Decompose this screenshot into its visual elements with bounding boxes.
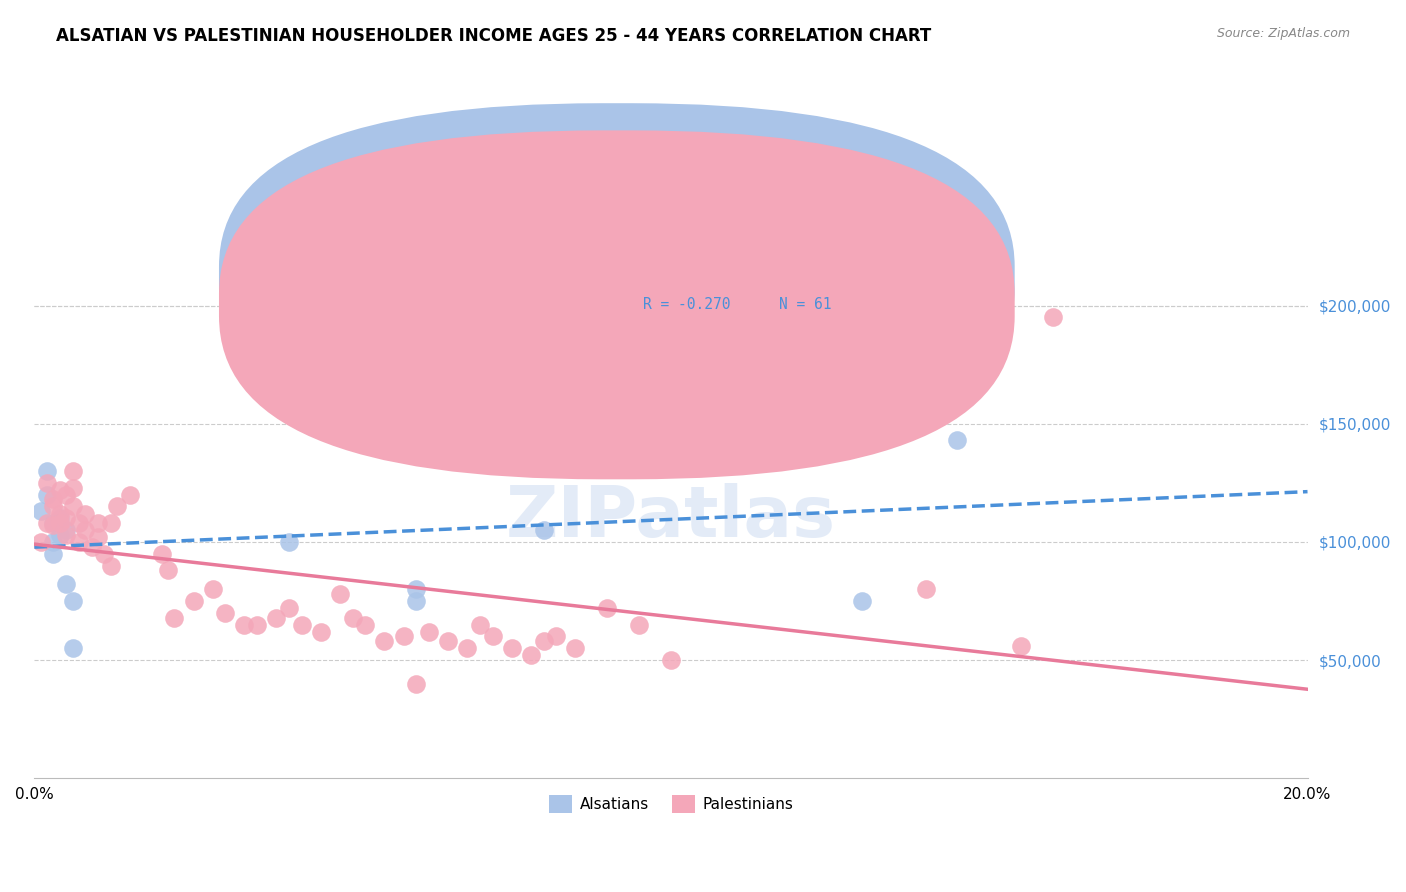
Point bbox=[49, 507, 72, 521]
Point bbox=[105, 500, 128, 514]
Point bbox=[405, 594, 427, 608]
Point bbox=[42, 535, 65, 549]
Point bbox=[405, 582, 427, 597]
Point bbox=[291, 617, 314, 632]
Point bbox=[55, 488, 77, 502]
Point bbox=[62, 481, 84, 495]
Point bbox=[214, 606, 236, 620]
Point bbox=[914, 582, 936, 597]
Point bbox=[354, 617, 377, 632]
Point bbox=[75, 523, 97, 537]
FancyBboxPatch shape bbox=[219, 130, 1015, 479]
Point bbox=[62, 464, 84, 478]
Text: R = -0.270: R = -0.270 bbox=[643, 297, 731, 312]
Point bbox=[546, 630, 568, 644]
Point bbox=[67, 516, 90, 530]
Point bbox=[100, 558, 122, 573]
Point bbox=[533, 523, 555, 537]
Point bbox=[30, 535, 52, 549]
Point bbox=[62, 500, 84, 514]
Point bbox=[150, 547, 173, 561]
Point bbox=[42, 492, 65, 507]
Point bbox=[55, 523, 77, 537]
Point bbox=[37, 488, 59, 502]
Point bbox=[468, 617, 491, 632]
Point bbox=[373, 634, 395, 648]
Point bbox=[946, 434, 969, 448]
Point bbox=[49, 516, 72, 530]
Point bbox=[157, 563, 180, 577]
Point bbox=[851, 594, 873, 608]
Point bbox=[564, 641, 586, 656]
Point bbox=[278, 535, 301, 549]
Text: N = 19: N = 19 bbox=[779, 269, 832, 284]
Point bbox=[37, 475, 59, 490]
Point bbox=[246, 617, 269, 632]
Point bbox=[30, 504, 52, 518]
Point bbox=[37, 464, 59, 478]
Point bbox=[87, 530, 110, 544]
Point bbox=[456, 641, 478, 656]
Point bbox=[418, 624, 440, 639]
Point bbox=[37, 516, 59, 530]
Text: N = 61: N = 61 bbox=[779, 297, 832, 312]
Point bbox=[42, 518, 65, 533]
Point bbox=[264, 610, 287, 624]
Point bbox=[329, 587, 352, 601]
Point bbox=[55, 577, 77, 591]
Point bbox=[67, 535, 90, 549]
Point bbox=[405, 676, 427, 690]
Point bbox=[49, 528, 72, 542]
Point bbox=[42, 516, 65, 530]
Point bbox=[163, 610, 186, 624]
Point bbox=[1042, 310, 1064, 325]
Point bbox=[100, 516, 122, 530]
Point bbox=[87, 516, 110, 530]
Point bbox=[93, 547, 115, 561]
Point bbox=[342, 610, 364, 624]
Point bbox=[596, 601, 619, 615]
Point bbox=[49, 511, 72, 525]
FancyBboxPatch shape bbox=[219, 103, 1015, 452]
Point bbox=[55, 511, 77, 525]
Point bbox=[80, 540, 103, 554]
Text: R =   0.163: R = 0.163 bbox=[643, 269, 740, 284]
Point bbox=[309, 624, 332, 639]
Point bbox=[659, 653, 682, 667]
Point bbox=[1010, 639, 1032, 653]
Point bbox=[75, 507, 97, 521]
Point bbox=[501, 641, 523, 656]
Point bbox=[520, 648, 543, 663]
Point bbox=[118, 488, 141, 502]
Point bbox=[201, 582, 224, 597]
Point bbox=[49, 483, 72, 497]
FancyBboxPatch shape bbox=[572, 253, 897, 330]
Point bbox=[62, 641, 84, 656]
Point bbox=[437, 634, 460, 648]
Point bbox=[233, 617, 256, 632]
Legend: Alsatians, Palestinians: Alsatians, Palestinians bbox=[543, 789, 799, 820]
Point bbox=[42, 500, 65, 514]
Point bbox=[55, 528, 77, 542]
Point bbox=[596, 393, 619, 408]
Point bbox=[533, 634, 555, 648]
Text: ALSATIAN VS PALESTINIAN HOUSEHOLDER INCOME AGES 25 - 44 YEARS CORRELATION CHART: ALSATIAN VS PALESTINIAN HOUSEHOLDER INCO… bbox=[56, 27, 932, 45]
Point bbox=[62, 594, 84, 608]
Point bbox=[628, 617, 651, 632]
Point bbox=[481, 630, 503, 644]
Text: Source: ZipAtlas.com: Source: ZipAtlas.com bbox=[1216, 27, 1350, 40]
Text: ZIPatlas: ZIPatlas bbox=[506, 483, 837, 552]
Point bbox=[278, 601, 301, 615]
Point bbox=[183, 594, 205, 608]
Point bbox=[392, 630, 415, 644]
Point bbox=[42, 547, 65, 561]
